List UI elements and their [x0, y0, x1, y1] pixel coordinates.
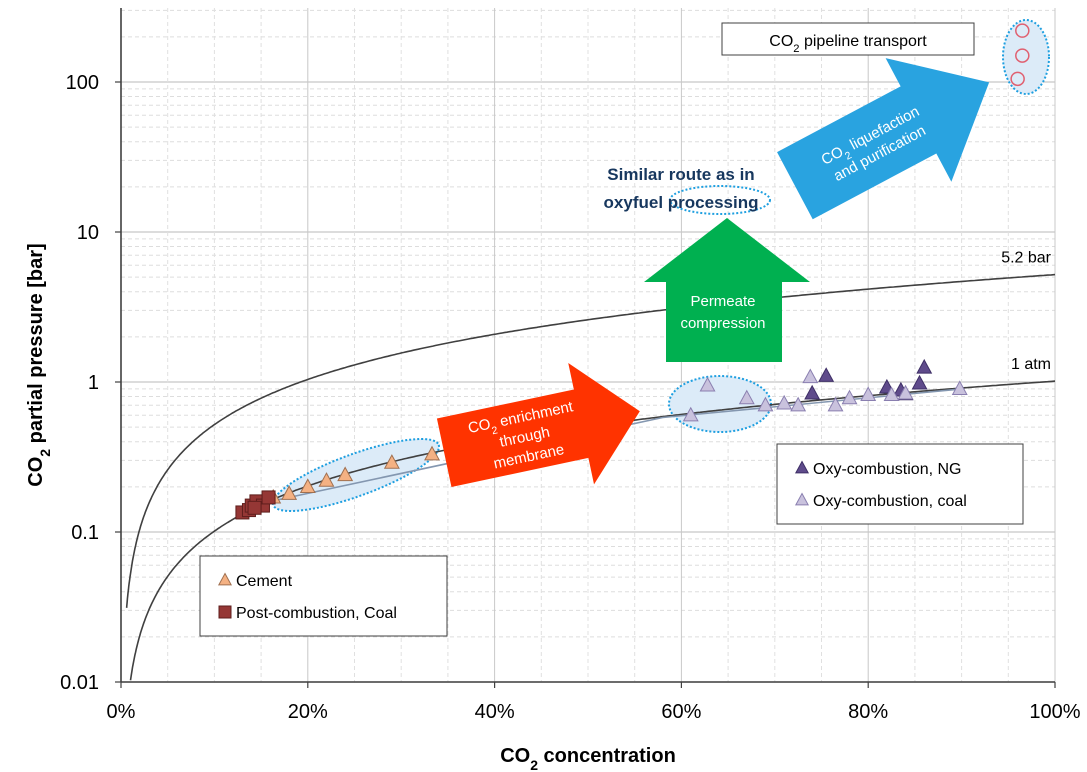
- compression-arrow-shape: [644, 218, 810, 362]
- data-point: [337, 466, 354, 482]
- compression-arrow-label: Permeate: [690, 293, 755, 310]
- data-point: [818, 367, 835, 382]
- x-tick-label: 0%: [107, 701, 136, 723]
- data-markers: [235, 23, 1030, 520]
- data-point: [1015, 23, 1030, 38]
- legend-box: [199, 555, 448, 637]
- y-tick-label: 0.1: [71, 522, 99, 544]
- data-point: [247, 500, 262, 515]
- legends: Cement Post-combustion, Coal Oxy-combustio…: [199, 443, 1024, 637]
- legend-box: [776, 443, 1024, 525]
- data-point: [682, 406, 699, 422]
- x-tick-label: 60%: [661, 701, 701, 723]
- legend-entry-label: Cement: [236, 573, 293, 590]
- y-tick-label: 10: [77, 222, 99, 244]
- data-point: [1010, 71, 1025, 87]
- legend-marker: [217, 572, 233, 586]
- compression-arrow-label: compression: [680, 315, 765, 332]
- x-tick-label: 40%: [475, 701, 515, 723]
- enrichment-arrow-shape: [436, 363, 640, 488]
- data-point: [860, 386, 877, 402]
- data-point: [738, 389, 755, 405]
- legend-marker: [794, 492, 810, 506]
- data-point: [916, 358, 933, 374]
- oxy-highlight-ellipse: [668, 375, 772, 433]
- legend-marker: [794, 460, 810, 474]
- similar-route-label: oxyfuel processing: [604, 193, 759, 212]
- data-point: [802, 368, 819, 384]
- pipeline-transport-box: [721, 22, 975, 56]
- data-point: [281, 485, 298, 500]
- data-point: [897, 384, 914, 400]
- curve-label: 5.2 bar: [1001, 250, 1051, 267]
- data-point: [776, 394, 793, 410]
- data-point: [424, 445, 440, 461]
- cement-highlight-ellipse: [271, 438, 441, 512]
- data-point: [911, 374, 928, 390]
- legend-entry-label: Oxy-combustion, NG: [813, 461, 961, 478]
- x-tick-label: 100%: [1029, 701, 1080, 723]
- route-highlight-ellipse: [669, 185, 771, 215]
- data-point: [804, 384, 821, 400]
- axes: 0.01 0.1 1 10 100 0% 20% 40% 60% 80% 100%: [60, 8, 1081, 723]
- x-tick-label: 20%: [288, 701, 328, 723]
- pipeline-transport-label: CO2 pipeline transport: [769, 33, 927, 55]
- data-point: [827, 396, 844, 412]
- data-point: [1015, 48, 1030, 63]
- compression-arrow: Permeate compression: [644, 218, 810, 362]
- data-point: [883, 386, 900, 402]
- y-tick-label: 1: [88, 372, 99, 394]
- pipeline-highlight-ellipse: [1002, 19, 1050, 95]
- data-point: [318, 472, 335, 487]
- liquefaction-arrow-shape: [777, 58, 990, 220]
- data-point: [261, 490, 276, 505]
- data-point: [299, 478, 316, 493]
- data-point: [383, 454, 400, 469]
- data-point: [951, 380, 968, 395]
- data-point: [757, 396, 774, 412]
- x-axis-title: CO2 concentration: [500, 745, 676, 772]
- legend-entry-label: Oxy-combustion, coal: [813, 493, 967, 510]
- axis-labels: CO2 concentration CO2 partial pressure [b…: [25, 243, 676, 772]
- y-tick-label: 0.01: [60, 672, 99, 694]
- y-tick-label: 100: [66, 72, 99, 94]
- data-point: [790, 396, 807, 412]
- curve-label: 1 atm: [1011, 356, 1051, 373]
- similar-route-label: Similar route as in: [607, 165, 754, 184]
- data-point: [841, 389, 858, 405]
- data-point: [699, 376, 716, 392]
- partial-pressure-curve: [125, 273, 1056, 608]
- x-tick-label: 80%: [848, 701, 888, 723]
- legend-marker: [218, 605, 232, 619]
- legend-entry-label: Post-combustion, Coal: [236, 605, 397, 622]
- y-axis-title: CO2 partial pressure [bar]: [25, 243, 53, 486]
